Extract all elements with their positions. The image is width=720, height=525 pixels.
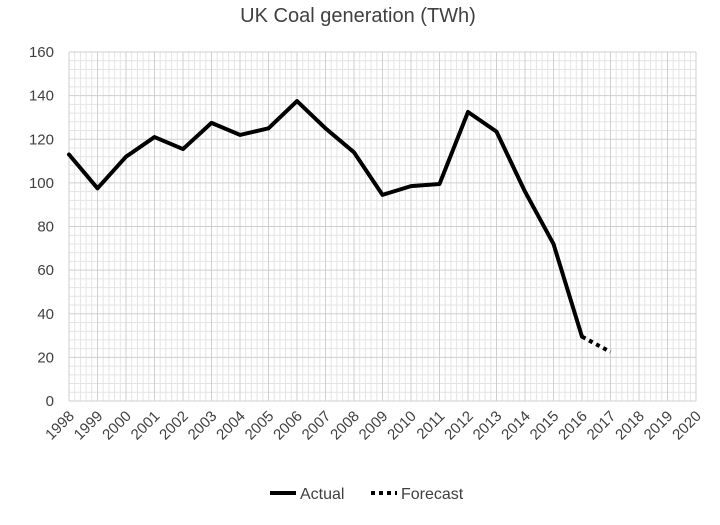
x-tick-label: 2009: [356, 408, 392, 444]
x-tick-label: 2011: [413, 408, 448, 443]
x-tick-label: 2000: [99, 408, 135, 444]
x-tick-label: 2019: [641, 408, 677, 444]
y-tick-label: 100: [29, 175, 54, 192]
y-tick-label: 140: [29, 88, 54, 105]
x-tick-label: 2007: [299, 408, 335, 444]
x-tick-label: 2010: [384, 408, 420, 444]
x-tick-label: 2012: [441, 408, 477, 444]
y-tick-label: 40: [37, 306, 54, 323]
legend-label-actual: Actual: [300, 486, 344, 503]
y-tick-label: 60: [37, 262, 54, 279]
series-line-actual: [67, 99, 584, 339]
legend: Actual Forecast: [270, 486, 464, 503]
x-tick-label: 1998: [42, 408, 78, 444]
y-axis-tick-labels: 0 20 40 60 80 100 120 140 160: [29, 44, 54, 410]
series-line-forecast: [581, 334, 612, 354]
x-tick-label: 2014: [498, 408, 534, 444]
x-tick-label: 2002: [156, 408, 192, 444]
x-tick-label: 2018: [612, 408, 648, 444]
x-tick-label: 2020: [669, 408, 705, 444]
x-tick-label: 2013: [470, 408, 506, 444]
x-tick-label: 2001: [128, 408, 164, 444]
x-tick-label: 1999: [71, 408, 107, 444]
legend-label-forecast: Forecast: [401, 486, 464, 503]
y-tick-label: 120: [29, 131, 54, 148]
chart-title: UK Coal generation (TWh): [240, 5, 476, 27]
x-tick-label: 2016: [555, 408, 591, 444]
x-tick-label: 2006: [270, 408, 306, 444]
y-tick-label: 0: [46, 393, 54, 410]
major-gridlines: [68, 51, 697, 402]
x-tick-label: 2017: [584, 408, 620, 444]
series-lines: [67, 99, 612, 354]
x-tick-label: 2015: [527, 408, 563, 444]
x-axis-tick-labels: 1998199920002001200220032004200520062007…: [42, 408, 705, 444]
y-tick-label: 80: [37, 219, 54, 236]
x-tick-label: 2004: [213, 408, 249, 444]
x-tick-label: 2003: [185, 408, 221, 444]
y-tick-label: 20: [37, 349, 54, 366]
x-tick-label: 2008: [327, 408, 363, 444]
x-tick-label: 2005: [242, 408, 278, 444]
y-tick-label: 160: [29, 44, 54, 61]
